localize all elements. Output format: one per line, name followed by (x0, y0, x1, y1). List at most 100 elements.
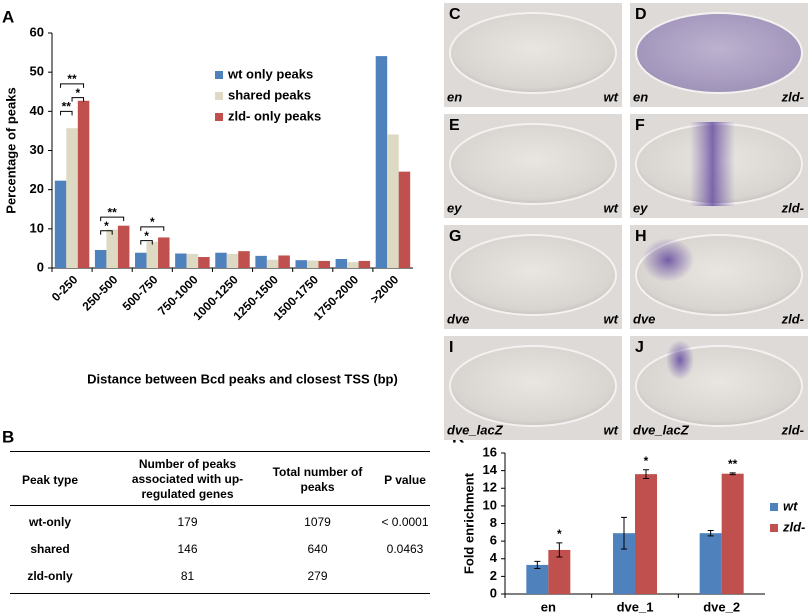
bar (613, 533, 635, 594)
bar (117, 225, 130, 268)
bar (721, 473, 744, 594)
embryo (635, 345, 803, 427)
significance-mark: ** (728, 457, 738, 471)
significance-bracket (71, 97, 85, 102)
significance-mark: * (644, 454, 649, 468)
significance-mark: * (144, 229, 149, 243)
bar (398, 171, 411, 268)
bar (255, 255, 267, 268)
panel-label: J (635, 339, 644, 356)
table-cell: 146 (177, 542, 198, 556)
bar (198, 257, 210, 268)
panel-label: I (449, 339, 453, 356)
bar (278, 255, 290, 268)
bar (375, 56, 388, 268)
bar (295, 260, 307, 268)
panel-label: D (635, 6, 647, 23)
table-cell: 179 (177, 515, 198, 529)
y-tick-label: 16 (483, 444, 497, 459)
bar (238, 251, 250, 268)
y-axis-label: Percentage of peaks (3, 87, 18, 213)
bar (635, 474, 657, 594)
legend-label: zld- only peaks (228, 108, 321, 123)
legend-swatch (215, 92, 223, 100)
bar (318, 260, 330, 268)
panel-label: C (449, 6, 461, 23)
bar (226, 253, 239, 268)
table-rule (10, 505, 430, 506)
x-tick-label: 0-250 (49, 272, 81, 304)
gene-label: ey (633, 200, 648, 215)
legend-swatch (770, 524, 778, 532)
significance-mark: ** (107, 205, 117, 219)
error-bar (707, 530, 714, 537)
significance-bracket (60, 83, 85, 88)
bar (306, 260, 319, 268)
y-tick-label: 60 (30, 24, 44, 39)
significance-mark: * (104, 219, 109, 233)
gene-label: dve (633, 311, 655, 326)
bar (266, 259, 279, 268)
legend-label: shared peaks (228, 87, 311, 102)
gene-label: en (447, 89, 462, 104)
y-tick-label: 0 (490, 585, 497, 600)
genotype-label: wt (604, 89, 619, 104)
y-tick-label: 10 (30, 220, 44, 235)
y-tick-label: 2 (490, 568, 497, 583)
genotype-label: zld- (781, 200, 804, 215)
table-cell: wt-only (29, 515, 71, 529)
bar (358, 260, 371, 268)
embryo (449, 345, 617, 427)
bar (77, 100, 90, 268)
genotype-label: zld- (781, 422, 804, 437)
y-tick-label: 12 (483, 480, 497, 495)
table-cell: 0.0463 (386, 542, 424, 556)
legend-swatch (215, 71, 223, 79)
expression-blob (666, 340, 694, 380)
significance-bracket (140, 240, 153, 245)
bar (175, 253, 187, 268)
bar (94, 249, 107, 268)
bar (335, 258, 348, 268)
error-bar (643, 469, 649, 480)
bar (66, 128, 78, 268)
y-tick-label: 50 (30, 64, 44, 79)
table-cell: 81 (180, 569, 195, 583)
y-tick-label: 8 (490, 515, 497, 530)
significance-mark: * (150, 215, 155, 229)
panel-label: G (449, 228, 461, 245)
expression-blob (642, 238, 694, 282)
significance-mark: ** (67, 72, 77, 86)
expression-stripe (690, 122, 735, 206)
legend-label: wt (783, 498, 798, 513)
panel-label: E (449, 117, 460, 134)
gene-label: ey (447, 200, 462, 215)
table-cell: zld-only (27, 569, 73, 583)
bar (215, 252, 227, 268)
y-axis-label: Fold enrichment (461, 472, 476, 574)
y-tick-label: 30 (30, 142, 44, 157)
x-tick-label: dve_2 (703, 599, 740, 614)
y-tick-label: 0 (37, 259, 44, 274)
bar (387, 134, 399, 268)
bar (548, 549, 571, 594)
bar (347, 262, 359, 268)
significance-bracket (100, 230, 113, 235)
table-cell: 279 (307, 569, 328, 583)
panel-label: F (635, 117, 645, 134)
error-bar (621, 516, 627, 550)
error-bar (729, 472, 736, 476)
genotype-label: zld- (781, 89, 804, 104)
table-rule (10, 593, 430, 594)
bar (135, 252, 147, 268)
y-tick-label: 20 (30, 181, 44, 196)
gene-label: dve_lacZ (633, 422, 690, 437)
significance-bracket (60, 110, 73, 116)
significance-mark: * (557, 527, 562, 541)
table-cell: < 0.0001 (381, 515, 429, 529)
gene-label: dve (447, 311, 469, 326)
table-header-cell: Peak type (21, 473, 79, 487)
y-tick-label: 6 (490, 533, 497, 548)
panel-label: A (2, 7, 14, 26)
